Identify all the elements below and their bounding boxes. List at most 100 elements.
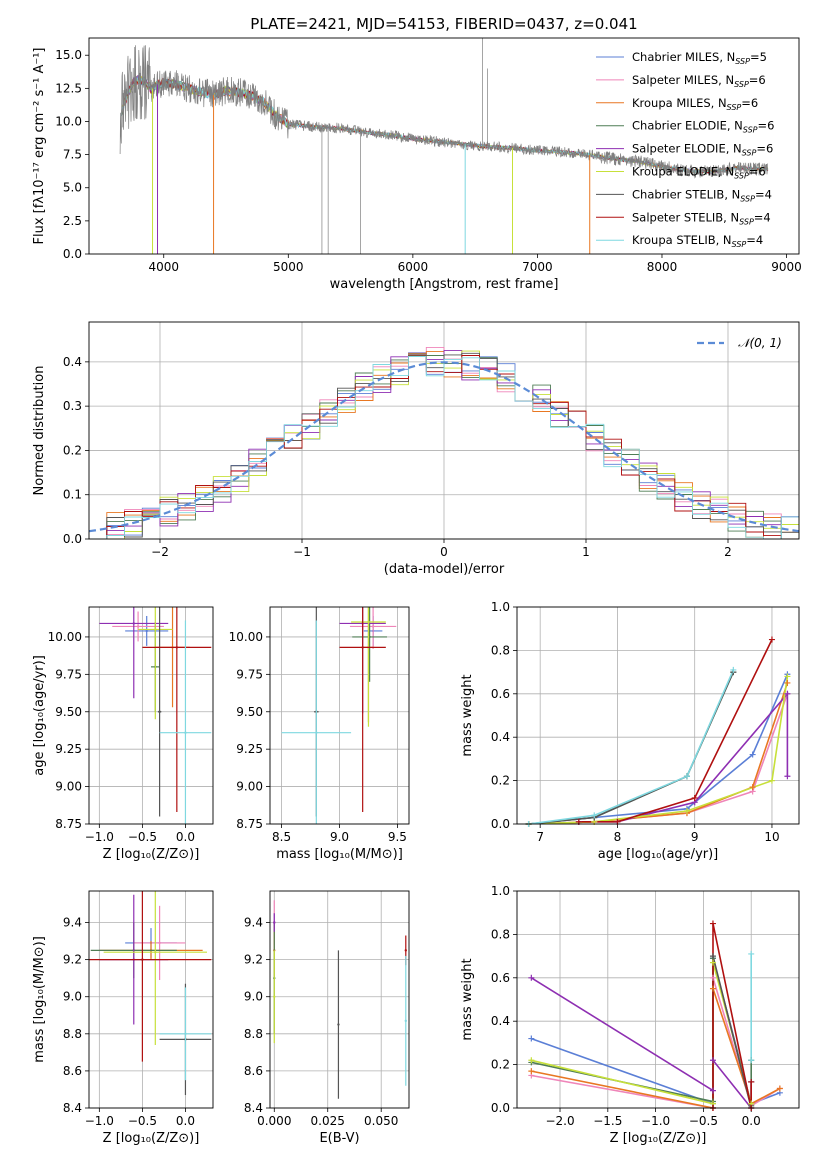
plot-area: [99, 607, 212, 824]
y-tick-label: 0.0: [63, 247, 82, 261]
weight-marker: [709, 985, 716, 992]
data-point-5: [154, 628, 157, 631]
y-tick-label: 8.6: [63, 1064, 82, 1078]
y-tick-label: 9.50: [55, 705, 82, 719]
normal-curve: [89, 361, 799, 533]
weight-line-4: [578, 691, 789, 823]
weight-marker: [748, 1078, 755, 1085]
x-tick-label: −1.0: [641, 1114, 670, 1128]
x-tick-label: 9.5: [388, 830, 407, 844]
weight-marker: [709, 1087, 716, 1094]
weight-marker: [591, 812, 598, 819]
histogram-8: [89, 356, 799, 539]
y-tick-label: 0.0: [491, 1101, 510, 1115]
x-tick-label: −0.5: [128, 1114, 157, 1128]
data-point-7: [141, 958, 144, 961]
y-axis-label: Flux [fλ10⁻¹⁷ erg cm⁻² s⁻¹ A⁻¹]: [32, 48, 47, 245]
x-tick-label: −1.0: [85, 830, 114, 844]
plot-area: [281, 607, 397, 824]
legend-entry-normal: 𝒩(0, 1): [738, 336, 782, 350]
y-axis-label: mass [log₁₀(M/M⊙)]: [32, 936, 47, 1063]
y-tick-label: 0.2: [491, 774, 510, 788]
y-tick-label: 15.0: [55, 48, 82, 62]
weight-marker: [528, 1035, 535, 1042]
x-axis-label: mass [log₁₀(M/M⊙)]: [276, 847, 403, 862]
x-axis-label: E(B-V): [319, 1131, 359, 1146]
y-tick-label: 9.25: [236, 742, 263, 756]
chart-mass_vs_Z: −1.0 −0.5 0.0 8.4 8.6 8.8 9.0 9.2 9.4 Z [log₁₀(Z/…: [32, 890, 214, 1146]
x-tick-label: 4000: [148, 260, 179, 274]
weight-line-8: [528, 669, 735, 824]
weight-marker: [528, 1057, 535, 1064]
weight-marker: [784, 773, 791, 780]
y-tick-label: 9.75: [236, 667, 263, 681]
chart-age_vs_Z: −1.0 −0.5 0.0 8.75 9.00 9.25 9.50 9.75 10.00 Z [l…: [32, 606, 214, 862]
legend-entry-5: Kroupa ELODIE, NSSP=6: [632, 165, 766, 181]
data-point-1: [158, 941, 161, 945]
x-tick-label: 9000: [771, 260, 802, 274]
chart-age_vs_mass: 8.5 9.0 9.5 8.75 9.00 9.25 9.50 9.75 10.00 mass […: [229, 606, 410, 862]
data-point-5: [367, 620, 370, 624]
y-tick-label: 0.4: [491, 1014, 510, 1028]
plot-area: [528, 639, 789, 824]
x-tick-label: 8000: [647, 260, 678, 274]
axes-frame: [269, 890, 410, 1109]
weight-marker: [748, 950, 755, 957]
weight-marker: [776, 1085, 783, 1092]
y-tick-label: 8.8: [244, 1027, 263, 1041]
y-tick-label: 10.00: [229, 630, 263, 644]
weight-marker: [528, 974, 535, 981]
weight-marker: [768, 636, 775, 643]
axes-frame: [516, 606, 800, 825]
weight-marker: [709, 974, 716, 981]
x-tick-label: 6000: [398, 260, 429, 274]
weight-marker: [784, 673, 791, 680]
legend-entry-8: Kroupa STELIB, NSSP=4: [632, 233, 763, 249]
x-tick-label: 9: [691, 830, 699, 844]
axes-frame: [88, 37, 800, 255]
axes-frame: [88, 890, 214, 1109]
y-tick-label: 0.8: [491, 927, 510, 941]
y-tick-label: 9.2: [244, 953, 263, 967]
y-tick-label: 8.75: [236, 817, 263, 831]
y-tick-label: 1.0: [491, 884, 510, 898]
weight-marker: [749, 751, 756, 758]
figure-title: PLATE=2421, MJD=54153, FIBERID=0437, z=0…: [250, 15, 637, 33]
y-tick-label: 9.50: [236, 705, 263, 719]
x-axis-label: (data-model)/error: [384, 562, 505, 577]
x-tick-label: −2: [151, 545, 169, 559]
x-tick-label: 5000: [273, 260, 304, 274]
x-tick-label: 0: [440, 545, 448, 559]
legend: Chabrier MILES, NSSP=5 Salpeter MILES, NS…: [596, 50, 774, 249]
legend-entry-2: Kroupa MILES, NSSP=6: [632, 96, 758, 112]
y-tick-label: 9.00: [236, 780, 263, 794]
chart-mass_vs_ebv: 0.000 0.025 0.050 8.4 8.6 8.8 9.0 9.2 9.4 E(B-V): [244, 890, 410, 1146]
y-tick-label: 0.8: [491, 643, 510, 657]
y-tick-label: 0.4: [63, 355, 82, 369]
y-tick-label: 0.1: [63, 488, 82, 502]
y-tick-label: 0.0: [63, 532, 82, 546]
data-point-4: [273, 921, 276, 924]
x-tick-label: −2.0: [545, 1114, 574, 1128]
data-point-7: [404, 949, 407, 952]
y-tick-label: 9.00: [55, 780, 82, 794]
y-tick-label: 0.4: [491, 730, 510, 744]
weight-marker: [709, 959, 716, 966]
weight-marker: [749, 784, 756, 791]
legend-entry-6: Chabrier STELIB, NSSP=4: [632, 187, 772, 203]
chart-weight_vs_age: 7 8 9 10 0.0 0.2 0.4 0.6 0.8 1.0 age [log₁₀(age/yr…: [460, 600, 800, 862]
x-tick-label: 0.025: [311, 1114, 345, 1128]
y-tick-label: 5.0: [63, 181, 82, 195]
plot-area: [119, 38, 769, 254]
chart-weight_vs_Z: −2.0 −1.5 −1.0 −0.5 0.0 0.0 0.2 0.4 0.6 0.8 1.0 Z […: [460, 884, 800, 1146]
y-tick-label: 8.75: [55, 817, 82, 831]
x-tick-label: 1: [582, 545, 590, 559]
chart-spectrum: 4000 5000 6000 7000 8000 9000 0.0 2.5 5.0 7.5 10.0…: [32, 37, 802, 292]
y-axis-label: age [log₁₀(age/yr)]: [32, 655, 47, 776]
x-axis-label: age [log₁₀(age/yr)]: [598, 847, 719, 862]
y-tick-label: 0.0: [491, 817, 510, 831]
x-tick-label: 0.0: [742, 1114, 761, 1128]
y-tick-label: 8.4: [244, 1101, 263, 1115]
y-tick-label: 0.3: [63, 399, 82, 413]
